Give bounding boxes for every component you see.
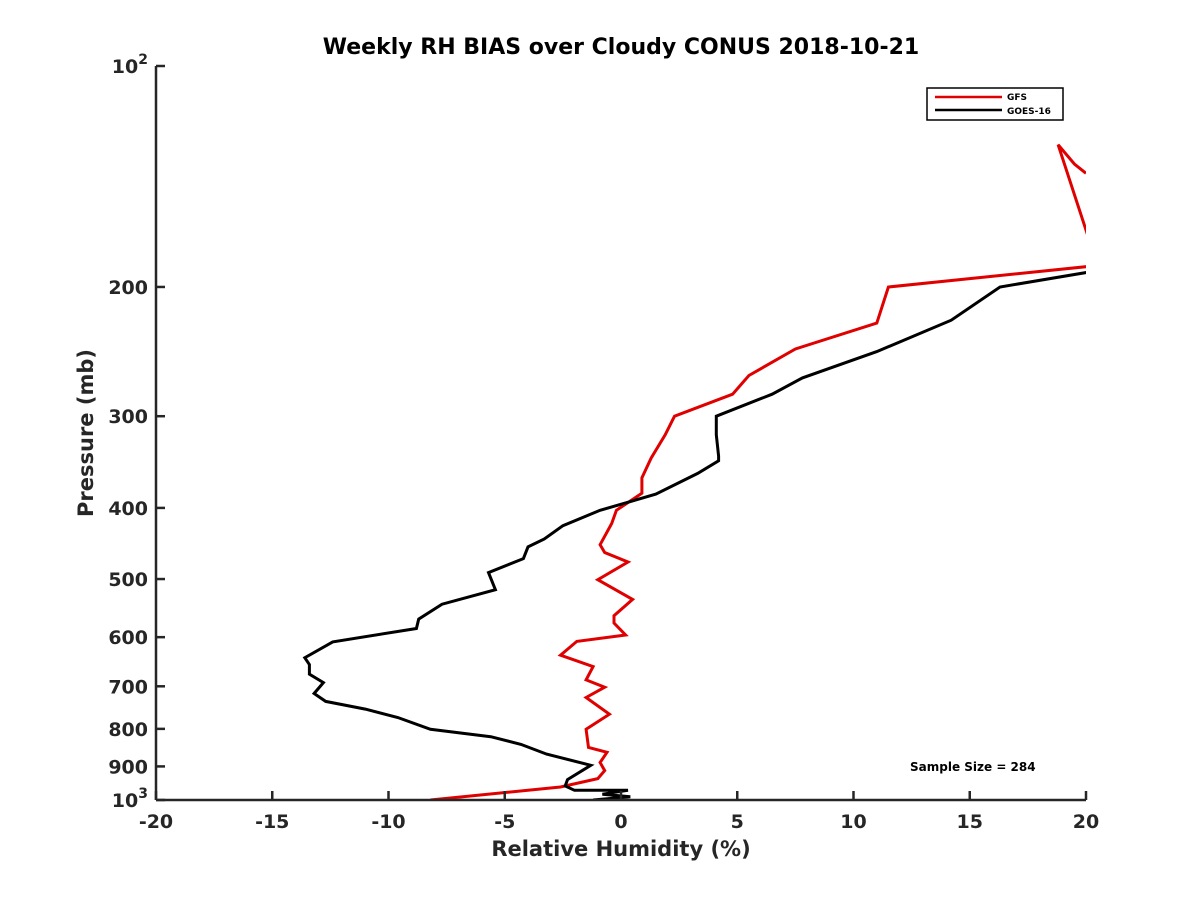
y-tick-label: 102 <box>112 52 148 78</box>
y-tick-label: 700 <box>108 676 148 698</box>
y-tick-label: 200 <box>108 277 148 299</box>
series-layer <box>302 143 1086 800</box>
legend-label-gfs: GFS <box>1007 93 1027 103</box>
y-tick-label: 103 <box>112 786 148 812</box>
x-tick-label: 20 <box>1073 811 1099 833</box>
x-tick-label: -5 <box>494 811 515 833</box>
x-tick-label: 5 <box>731 811 744 833</box>
y-tick-label: 600 <box>108 627 148 649</box>
y-tick-label: 800 <box>108 719 148 741</box>
axes-layer: -20 -15 -10 -5 0 5 10 15 20 102 200 300 400 500 600 700… <box>108 52 1099 833</box>
legend-box <box>926 87 1064 121</box>
x-tick-label: -10 <box>371 811 405 833</box>
legend: GFS GOES-16 <box>926 87 1064 121</box>
series-line-gfs <box>430 143 1086 800</box>
y-tick-label: 900 <box>108 756 148 778</box>
chart-title: Weekly RH BIAS over Cloudy CONUS 2018-10… <box>323 35 919 60</box>
y-axis-label: Pressure (mb) <box>74 349 98 517</box>
legend-label-goes16: GOES-16 <box>1007 107 1051 117</box>
series-line-goes-16 <box>302 271 1086 800</box>
x-tick-label: 15 <box>957 811 983 833</box>
sample-size-annotation: Sample Size = 284 <box>910 760 1036 774</box>
x-tick-label: 0 <box>614 811 627 833</box>
x-tick-label: 10 <box>840 811 866 833</box>
y-tick-label: 400 <box>108 498 148 520</box>
y-tick-label: 300 <box>108 406 148 428</box>
plot-area: -20 -15 -10 -5 0 5 10 15 20 102 200 300 400 500 600 700… <box>108 52 1099 833</box>
x-tick-label: -20 <box>139 811 173 833</box>
x-axis-label: Relative Humidity (%) <box>491 837 750 861</box>
x-tick-label: -15 <box>255 811 289 833</box>
y-tick-label: 500 <box>108 569 148 591</box>
